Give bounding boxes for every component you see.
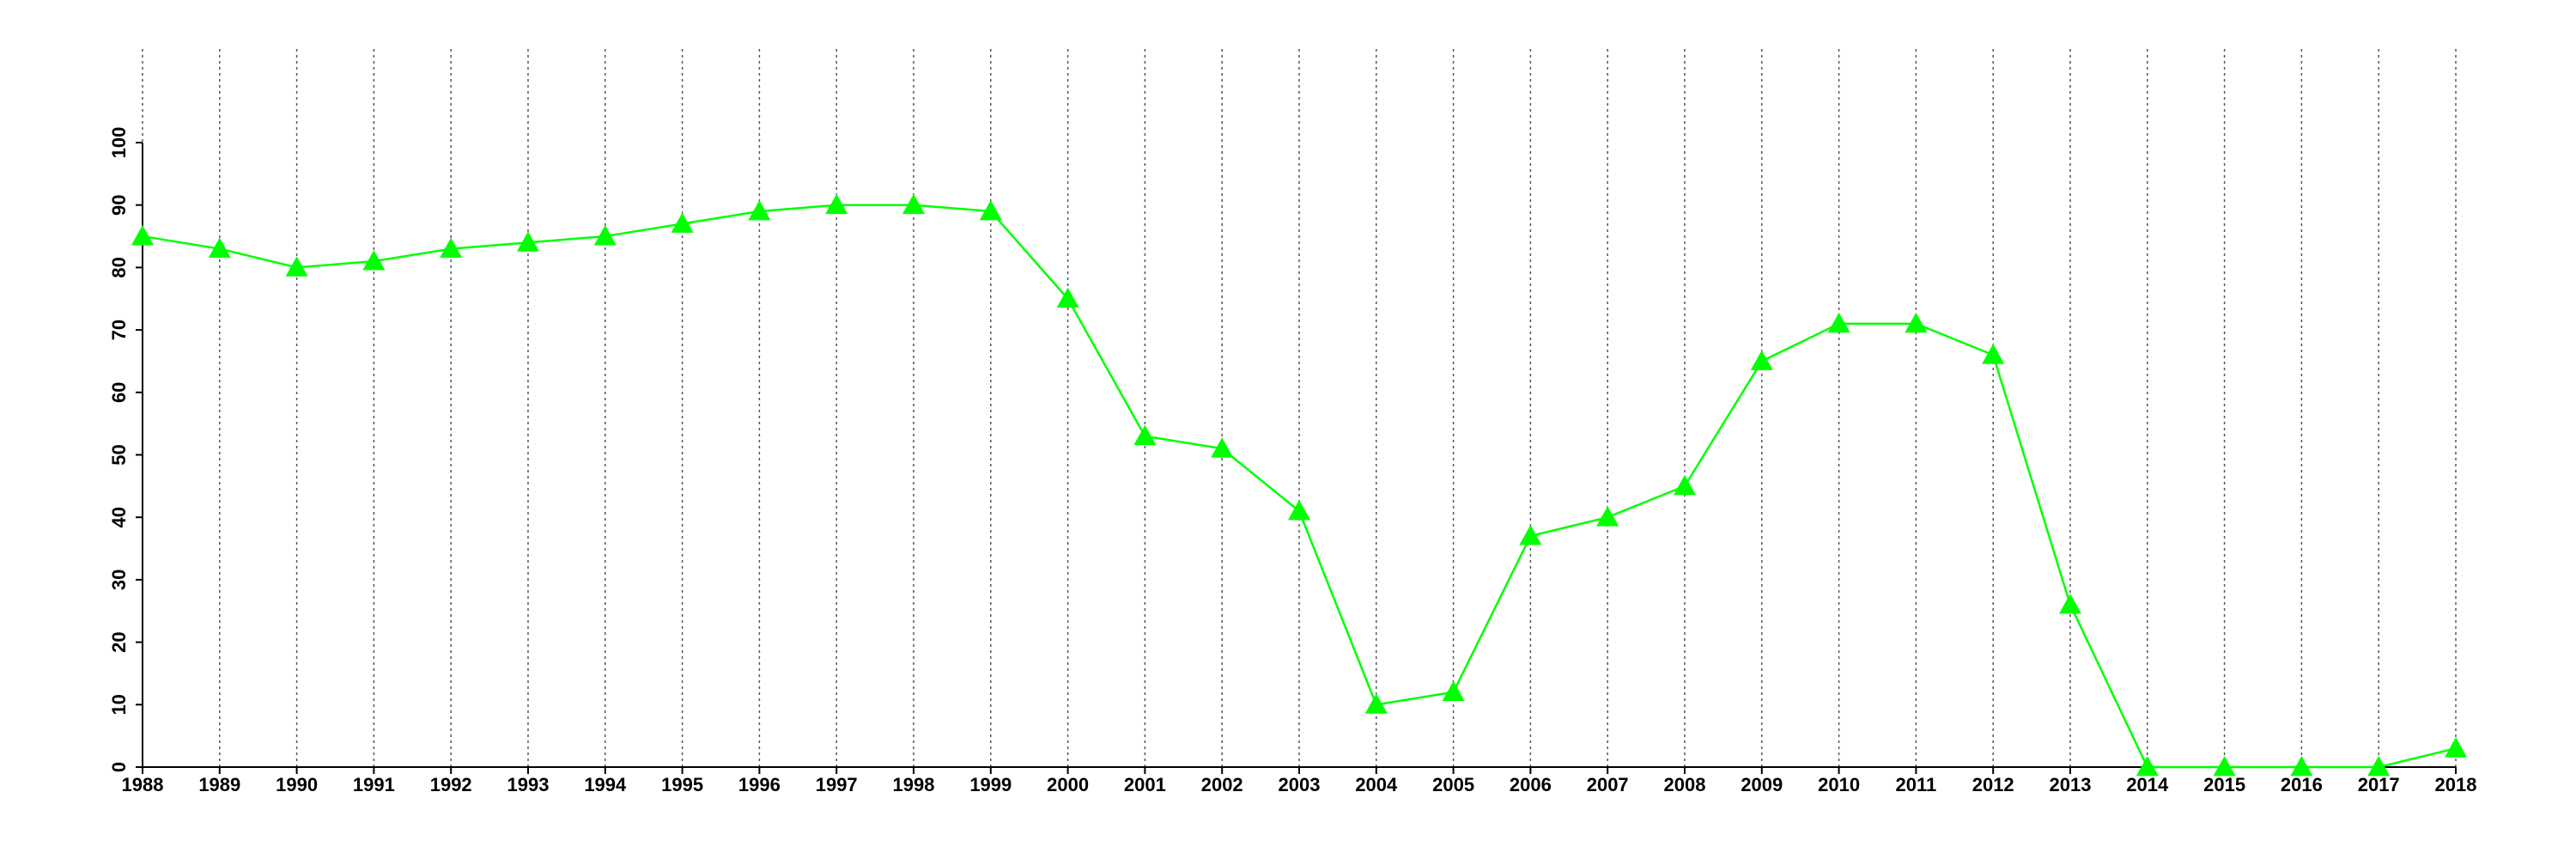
data-point xyxy=(1364,693,1388,714)
x-tick-label: 2002 xyxy=(1201,774,1243,795)
y-tick-label: 30 xyxy=(108,570,130,590)
x-tick-label: 1998 xyxy=(893,774,935,795)
data-point xyxy=(362,250,386,271)
data-point xyxy=(1519,525,1542,545)
data-point xyxy=(1674,474,1696,496)
x-tick-label: 1990 xyxy=(276,774,318,795)
y-tick-label: 20 xyxy=(108,631,130,652)
x-tick-label: 2009 xyxy=(1741,774,1783,795)
data-point xyxy=(1596,506,1619,527)
data-point xyxy=(2213,756,2236,777)
data-point xyxy=(902,193,925,215)
y-tick-label: 80 xyxy=(108,257,130,277)
data-point xyxy=(2445,737,2467,758)
data-point xyxy=(825,193,848,215)
y-tick-label: 90 xyxy=(108,194,130,215)
data-point xyxy=(1211,437,1234,458)
data-point xyxy=(1133,424,1157,446)
x-tick-label: 1993 xyxy=(507,774,550,795)
data-point xyxy=(671,212,694,233)
data-point xyxy=(1982,344,2005,364)
x-tick-label: 1994 xyxy=(584,774,627,795)
x-tick-label: 2018 xyxy=(2435,774,2477,795)
x-tick-label: 2001 xyxy=(1124,774,1166,795)
data-point xyxy=(1442,680,1465,702)
data-point xyxy=(748,199,771,221)
x-tick-label: 2005 xyxy=(1432,774,1474,795)
y-tick-label: 10 xyxy=(108,694,130,715)
data-point xyxy=(440,237,463,258)
x-tick-label: 2004 xyxy=(1355,774,1398,795)
y-tick-label: 0 xyxy=(108,762,130,772)
x-tick-label: 1996 xyxy=(738,774,781,795)
x-tick-label: 2010 xyxy=(1818,774,1860,795)
y-tick-label: 70 xyxy=(108,320,130,340)
x-tick-label: 1997 xyxy=(816,774,858,795)
y-tick-label: 60 xyxy=(108,382,130,403)
x-tick-label: 2016 xyxy=(2281,774,2323,795)
x-tick-label: 1995 xyxy=(661,774,703,795)
data-point xyxy=(1827,312,1850,333)
y-tick-label: 40 xyxy=(108,507,130,527)
data-point xyxy=(979,199,1002,221)
data-point xyxy=(593,225,617,246)
y-tick-label: 100 xyxy=(108,127,130,159)
data-point xyxy=(2290,756,2313,777)
x-tick-label: 2013 xyxy=(2050,774,2092,795)
data-point xyxy=(1750,350,1773,370)
x-tick-label: 2017 xyxy=(2358,774,2400,795)
x-tick-label: 1988 xyxy=(122,774,164,795)
x-tick-label: 1989 xyxy=(198,774,240,795)
data-point xyxy=(1905,312,1928,333)
data-point xyxy=(2136,756,2159,777)
data-point xyxy=(1288,499,1310,521)
data-point xyxy=(131,225,154,246)
data-point xyxy=(2059,593,2081,614)
data-point xyxy=(285,256,308,277)
x-tick-label: 2007 xyxy=(1587,774,1629,795)
x-tick-label: 2011 xyxy=(1896,774,1937,795)
data-point xyxy=(517,231,539,252)
x-tick-label: 2006 xyxy=(1510,774,1552,795)
x-tick-label: 1991 xyxy=(353,774,395,795)
x-tick-label: 2014 xyxy=(2126,774,2169,795)
x-tick-label: 2015 xyxy=(2203,774,2245,795)
x-tick-label: 1999 xyxy=(969,774,1012,795)
data-point xyxy=(208,237,231,258)
y-tick-label: 50 xyxy=(108,444,130,465)
x-tick-label: 2012 xyxy=(1972,774,2014,795)
data-point xyxy=(1056,287,1079,308)
x-tick-label: 2000 xyxy=(1047,774,1089,795)
data-point xyxy=(2367,756,2391,777)
x-tick-label: 2003 xyxy=(1279,774,1321,795)
x-tick-label: 2008 xyxy=(1664,774,1706,795)
x-tick-label: 1992 xyxy=(430,774,472,795)
